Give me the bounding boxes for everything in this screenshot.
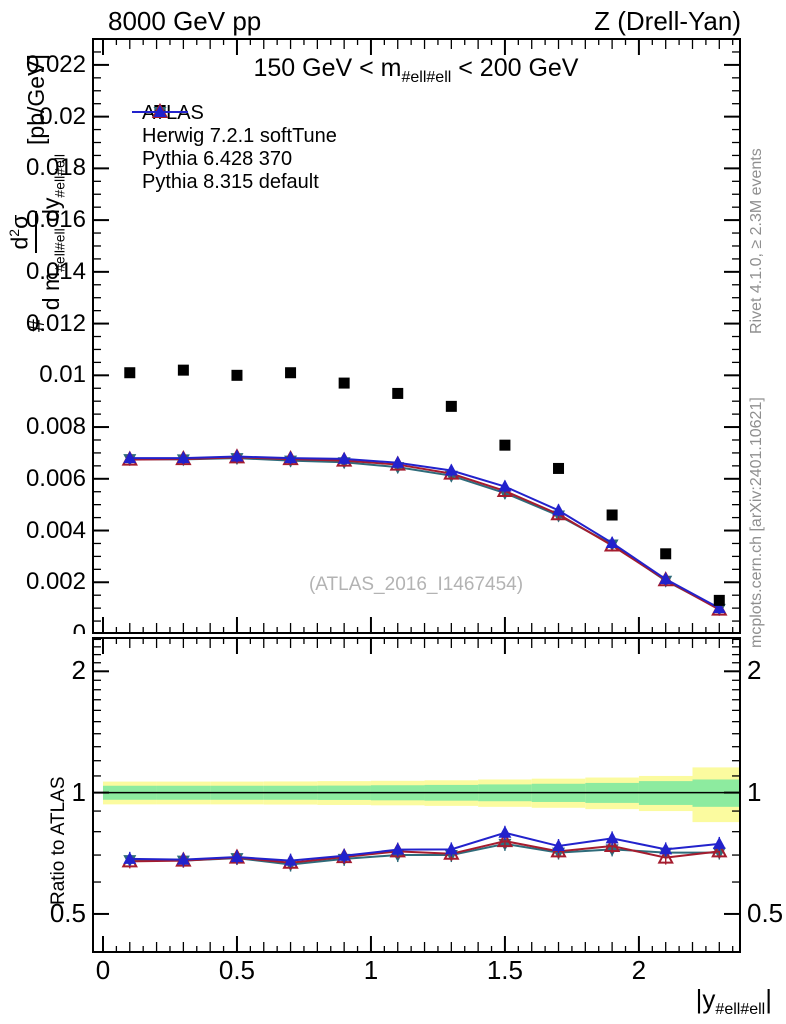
legend: ATLAS Herwig 7.2.1 softTune Pythia 6.428 3… (130, 102, 337, 194)
y-tick-label: 0.022 (25, 50, 86, 78)
main-y-tick-labels: 0 0.002 0.004 0.006 0.008 0.01 0.012 0.014 0.016… (0, 38, 90, 634)
ratio-data-point (391, 842, 405, 855)
data-point (177, 364, 189, 376)
data-point (552, 503, 566, 516)
ratio-data-point (712, 836, 726, 849)
ratio-y-tick-labels-left: 0.5 1 2 (0, 637, 90, 953)
data-point (285, 367, 297, 379)
ratio-data-point (337, 848, 351, 861)
data-point (284, 451, 298, 464)
ratio-series-line (129, 840, 720, 864)
ratio-data-point (496, 832, 514, 848)
data-point (712, 601, 726, 614)
y-tick-label: 0.01 (39, 361, 86, 389)
y-tick-label: 0.006 (25, 464, 86, 492)
data-point (230, 449, 244, 462)
x-tick-label: 2 (631, 955, 647, 985)
x-tick-label: 1 (363, 955, 379, 985)
ratio-plot-canvas (92, 637, 741, 953)
y-tick-label: 0.008 (25, 413, 86, 441)
legend-item: Pythia 8.315 default (130, 105, 337, 194)
beam-label: 8000 GeV pp (108, 6, 262, 36)
data-point (337, 451, 351, 464)
data-point (713, 594, 725, 606)
data-point (445, 400, 457, 412)
ratio-data-point (659, 842, 673, 855)
ratio-plot-panel (92, 637, 741, 953)
ratio-data-point (711, 842, 728, 858)
analysis-watermark: (ATLAS_2016_I1467454) (308, 574, 524, 595)
ratio-y-axis-title: Ratio to ATLAS (48, 776, 69, 906)
ratio-y-tick-label: 0.5 (747, 897, 784, 928)
series-line (129, 455, 720, 610)
legend-label: Pythia 8.315 default (142, 171, 319, 193)
ratio-data-point (230, 850, 244, 863)
ratio-series-line (129, 842, 720, 866)
ratio-data-point (284, 853, 298, 866)
data-point (444, 463, 458, 476)
x-tick-label: 0.5 (218, 955, 256, 985)
rivet-version-note: Rivet 4.1.0, ≥ 2.3M events (748, 148, 765, 334)
data-point (605, 535, 619, 548)
y-tick-label: 0 (72, 620, 86, 635)
main-plot-canvas (92, 38, 741, 634)
ratio-data-point (605, 831, 619, 844)
y-tick-label: 0.014 (25, 257, 86, 285)
data-point (124, 367, 136, 379)
x-tick-label: 1.5 (486, 955, 523, 985)
data-point (660, 548, 672, 560)
data-point (392, 387, 404, 399)
y-tick-label: 0.016 (25, 206, 86, 234)
data-point (231, 369, 243, 381)
y-tick-label: 0.004 (25, 516, 86, 544)
legend-label: Herwig 7.2.1 softTune (142, 125, 337, 147)
ratio-data-point (603, 836, 621, 853)
ratio-y-tick-labels-right: 0.5 1 2 (745, 637, 786, 953)
cut-title: 150 GeV < m#ell#ell < 200 GeV (253, 54, 579, 86)
data-point (659, 572, 673, 585)
legend-marker (153, 105, 167, 117)
x-tick-labels: 0 0.5 1 1.5 2 (0, 955, 786, 988)
fraction: d2σ d m#ell#ell dy#ell#ell (6, 153, 68, 311)
ratio-data-point (498, 825, 512, 838)
ratio-y-tick-label: 2 (71, 655, 86, 686)
x-tick-label: 0 (95, 955, 111, 985)
ratio-series-line (129, 831, 720, 862)
plot-frame (92, 38, 741, 634)
y-tick-label: 0.018 (25, 154, 86, 182)
ratio-data-point (552, 839, 566, 852)
x-axis-title: |y#ell#ell| (695, 984, 772, 1019)
data-point (176, 451, 190, 464)
mcplots-arxiv-note: mcplots.cern.ch [arXiv:2401.10621] (748, 397, 765, 648)
ratio-y-tick-label: 1 (747, 776, 762, 807)
ratio-data-point (123, 851, 137, 864)
ratio-y-tick-label: 2 (747, 655, 762, 686)
data-point (499, 439, 511, 451)
y-tick-label: 0.002 (25, 568, 86, 596)
ratio-y-tick-label: 1 (71, 776, 86, 807)
legend-item: Pythia 6.428 370 (130, 102, 337, 171)
data-point (553, 462, 565, 474)
data-point (498, 479, 512, 492)
main-y-axis-title: # d2σ d m#ell#ell dy#ell#ell [pb/GeV] (6, 54, 68, 332)
ratio-data-point (176, 852, 190, 865)
legend-item: Herwig 7.2.1 softTune (130, 107, 337, 148)
plot-frame (92, 637, 741, 953)
data-point (338, 377, 350, 389)
data-point (123, 451, 137, 464)
process-label: Z (Drell-Yan) (594, 6, 741, 36)
ratio-data-point (657, 848, 674, 864)
data-point (606, 509, 618, 521)
triangle-up-icon (132, 105, 188, 117)
ratio-data-point (444, 842, 458, 855)
main-plot-panel: 150 GeV < m#ell#ell < 200 GeV ATLAS Herwi… (92, 38, 741, 634)
data-point (391, 455, 405, 468)
legend-label: Pythia 6.428 370 (142, 148, 293, 170)
y-tick-label: 0.012 (25, 309, 86, 337)
ratio-y-tick-label: 0.5 (49, 897, 86, 928)
y-tick-label: 0.02 (39, 102, 86, 130)
